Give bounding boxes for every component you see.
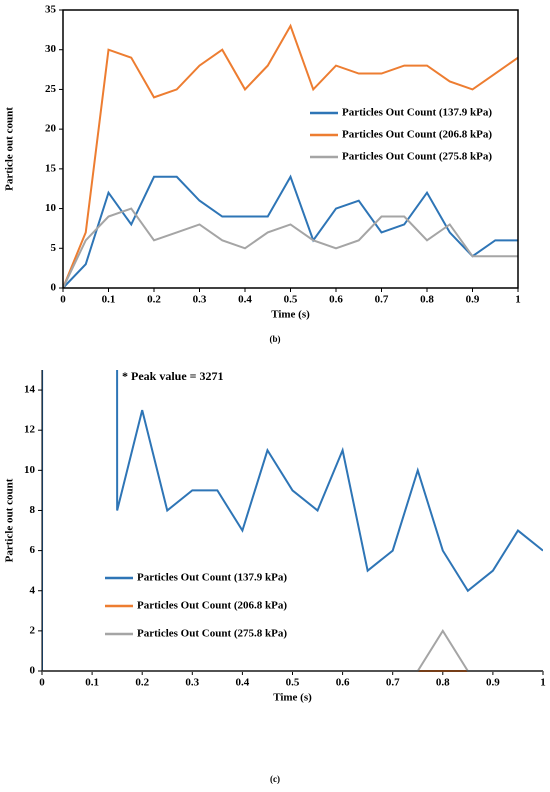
y-tick-label: 8 <box>30 504 36 516</box>
x-tick-label: 0.1 <box>102 294 116 306</box>
y-tick-label: 6 <box>30 544 36 556</box>
caption: (b) <box>270 334 281 344</box>
series-line <box>63 23 518 288</box>
plot-frame <box>62 9 519 289</box>
x-tick-label: 0.2 <box>147 294 161 306</box>
y-tick-label: 10 <box>24 464 36 476</box>
y-axis-title: Particle out count <box>4 107 16 191</box>
y-tick-label: 0 <box>51 282 57 294</box>
x-axis-title: Time (s) <box>273 692 312 704</box>
x-tick-label: 0.3 <box>185 677 199 689</box>
x-tick-label: 0.3 <box>193 294 207 306</box>
x-tick-label: 1 <box>540 677 546 689</box>
legend-label: Particles Out Count (275.8 kPa) <box>137 628 287 640</box>
y-tick-label: 25 <box>45 83 57 95</box>
y-tick-label: 5 <box>51 242 57 254</box>
x-tick-label: 0.7 <box>375 294 389 306</box>
x-tick-label: 0 <box>39 677 45 689</box>
y-axis-title: Particle out count <box>4 478 16 562</box>
x-tick-label: 0.4 <box>238 294 252 306</box>
legend-label: Particles Out Count (206.8 kPa) <box>137 600 287 612</box>
x-tick-label: 0.5 <box>286 677 300 689</box>
series-line <box>63 174 518 288</box>
legend-label: Particles Out Count (275.8 kPa) <box>342 151 492 163</box>
y-tick-label: 15 <box>45 162 57 174</box>
y-tick-label: 14 <box>24 384 36 396</box>
series-line <box>42 628 543 672</box>
x-tick-label: 1 <box>515 294 521 306</box>
y-tick-label: 35 <box>45 4 57 16</box>
x-tick-label: 0.9 <box>466 294 480 306</box>
x-tick-label: 0.6 <box>336 677 350 689</box>
x-tick-label: 0.8 <box>420 294 434 306</box>
y-tick-label: 30 <box>45 43 57 55</box>
y-tick-label: 0 <box>30 665 36 677</box>
legend-label: Particles Out Count (206.8 kPa) <box>342 129 492 141</box>
x-tick-label: 0.4 <box>236 677 250 689</box>
x-tick-label: 0.7 <box>386 677 400 689</box>
series-line <box>63 207 518 288</box>
y-tick-label: 10 <box>45 202 57 214</box>
series-line <box>42 370 543 672</box>
x-axis-title: Time (s) <box>271 309 310 321</box>
legend-label: Particles Out Count (137.9 kPa) <box>137 572 287 584</box>
x-tick-label: 0.8 <box>436 677 450 689</box>
x-tick-label: 0.6 <box>329 294 343 306</box>
x-tick-label: 0.9 <box>486 677 500 689</box>
y-tick-label: 2 <box>30 624 36 636</box>
y-tick-label: 12 <box>24 424 36 436</box>
annotation: * Peak value = 3271 <box>122 369 224 383</box>
y-tick-label: 4 <box>30 584 36 596</box>
x-tick-label: 0.5 <box>284 294 298 306</box>
x-tick-label: 0 <box>60 294 66 306</box>
caption: (c) <box>270 774 280 784</box>
x-tick-label: 0.1 <box>85 677 99 689</box>
y-tick-label: 20 <box>45 123 57 135</box>
legend-label: Particles Out Count (137.9 kPa) <box>342 107 492 119</box>
x-tick-label: 0.2 <box>135 677 149 689</box>
